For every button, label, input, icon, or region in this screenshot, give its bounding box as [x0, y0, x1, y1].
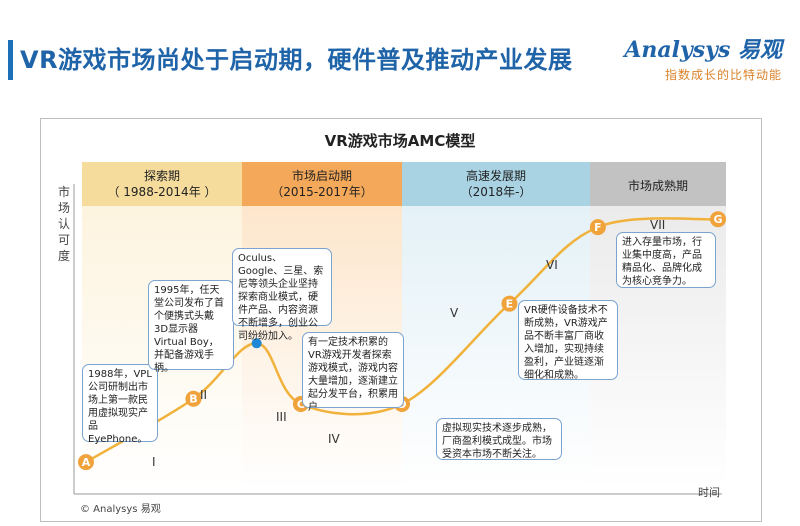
y-axis-label: 市场认可度: [57, 185, 70, 263]
chart-title: VR游戏市场AMC模型: [324, 132, 476, 150]
point-label-b: B: [189, 393, 197, 406]
point-label-c: C: [297, 398, 305, 411]
stage-numeral-7: VII: [650, 218, 666, 232]
page-title: VR游戏市场尚处于启动期，硬件普及推动产业发展: [20, 46, 573, 74]
phase-years: （2015-2017年）: [271, 185, 373, 199]
phase-label-2: 市场启动期 （2015-2017年）: [242, 168, 402, 200]
note-1995: 1995年，任天堂公司发布了首个便携式头戴3D显示器Virtual Boy，并配…: [148, 280, 234, 374]
stage-numeral-3: III: [276, 410, 287, 424]
stage-numeral-2: II: [200, 388, 208, 402]
phase-name: 探索期: [143, 169, 180, 183]
stage-numeral-1: I: [152, 455, 156, 469]
phase-band-1: [82, 162, 242, 206]
phase-label-4: 市场成熟期: [590, 178, 726, 194]
stage-numeral-6: VI: [546, 258, 558, 272]
note-hardware-mature: VR硬件设备技术不断成熟，VR游戏产品不断丰富厂商收入增加，实现持续盈利，产业链…: [518, 300, 618, 381]
phase-name: 市场成熟期: [627, 179, 688, 193]
phase-label-1: 探索期 （ 1988-2014年 ）: [82, 168, 242, 200]
brand-tagline: 指数成长的比特动能: [664, 68, 782, 82]
phase-name: 高速发展期: [465, 169, 526, 183]
point-marker-b: [185, 390, 202, 407]
point-marker-g: [710, 211, 726, 228]
note-oculus: Oculus、Google、三星、索尼等领头企业坚持探索商业模式，硬件产品、内容…: [232, 248, 332, 342]
point-label-g: G: [713, 213, 722, 226]
point-marker-e: [501, 295, 518, 312]
stage-numeral-4: IV: [328, 432, 340, 446]
brand-name: Analysys 易观: [624, 37, 782, 63]
phase-years: （2018年-）: [460, 185, 532, 199]
phase-label-3: 高速发展期 （2018年-）: [402, 168, 590, 200]
phase-band-2: [242, 162, 402, 206]
phase-name: 市场启动期: [291, 169, 352, 183]
stage-numeral-5: V: [450, 306, 459, 320]
point-marker-f: [589, 219, 606, 236]
point-label-a: A: [82, 456, 91, 469]
point-label-e: E: [506, 298, 514, 311]
point-marker-a: [78, 454, 94, 471]
phase-band-3: [402, 162, 590, 206]
brand-logo: Analysys 易观 指数成长的比特动能: [624, 32, 782, 83]
note-mature-market: 进入存量市场，行业集中度高，产品精品化、品牌化成为核心竞争力。: [616, 232, 716, 288]
peak-point: [251, 338, 262, 349]
point-label-f: F: [594, 221, 602, 234]
note-tech-mature: 虚拟现实技术逐步成熟，厂商盈利模式成型。市场受资本市场不断关注。: [436, 418, 562, 460]
phase-years: （ 1988-2014年 ）: [107, 185, 217, 199]
x-axis-label: 时间: [698, 486, 720, 499]
copyright: © Analysys 易观: [80, 504, 161, 515]
phase-band-4: [590, 162, 726, 206]
title-accent-bar: [8, 40, 13, 80]
note-1988: 1988年，VPL公司研制出市场上第一款民用虚拟现实产品EyePhone。: [82, 364, 158, 445]
note-vr-developers: 有一定技术积累的VR游戏开发者探索游戏模式，游戏内容大量增加，逐渐建立起分发平台…: [302, 332, 404, 413]
